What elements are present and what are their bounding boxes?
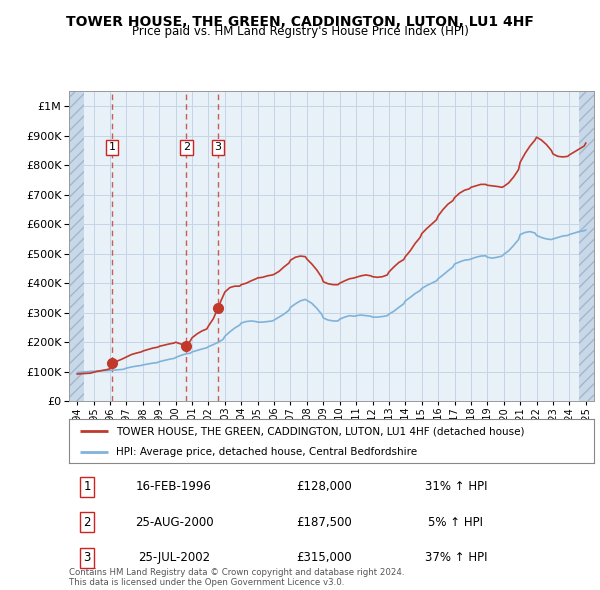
Text: 25-JUL-2002: 25-JUL-2002 <box>138 551 210 564</box>
Text: Contains HM Land Registry data © Crown copyright and database right 2024.
This d: Contains HM Land Registry data © Crown c… <box>69 568 404 587</box>
Text: TOWER HOUSE, THE GREEN, CADDINGTON, LUTON, LU1 4HF: TOWER HOUSE, THE GREEN, CADDINGTON, LUTO… <box>66 15 534 29</box>
Text: TOWER HOUSE, THE GREEN, CADDINGTON, LUTON, LU1 4HF (detached house): TOWER HOUSE, THE GREEN, CADDINGTON, LUTO… <box>116 427 525 436</box>
Text: 3: 3 <box>83 551 91 564</box>
Text: 31% ↑ HPI: 31% ↑ HPI <box>425 480 487 493</box>
Text: 2: 2 <box>183 143 190 152</box>
Text: HPI: Average price, detached house, Central Bedfordshire: HPI: Average price, detached house, Cent… <box>116 447 418 457</box>
Bar <box>69 91 84 401</box>
Text: Price paid vs. HM Land Registry's House Price Index (HPI): Price paid vs. HM Land Registry's House … <box>131 25 469 38</box>
Text: 1: 1 <box>109 143 115 152</box>
Text: 1: 1 <box>83 480 91 493</box>
Text: £315,000: £315,000 <box>296 551 352 564</box>
Text: £187,500: £187,500 <box>296 516 352 529</box>
Text: 2: 2 <box>83 516 91 529</box>
Text: 3: 3 <box>214 143 221 152</box>
Text: 25-AUG-2000: 25-AUG-2000 <box>134 516 214 529</box>
Bar <box>579 91 594 401</box>
Text: £128,000: £128,000 <box>296 480 352 493</box>
Text: 16-FEB-1996: 16-FEB-1996 <box>136 480 212 493</box>
Text: 5% ↑ HPI: 5% ↑ HPI <box>428 516 484 529</box>
Text: 37% ↑ HPI: 37% ↑ HPI <box>425 551 487 564</box>
